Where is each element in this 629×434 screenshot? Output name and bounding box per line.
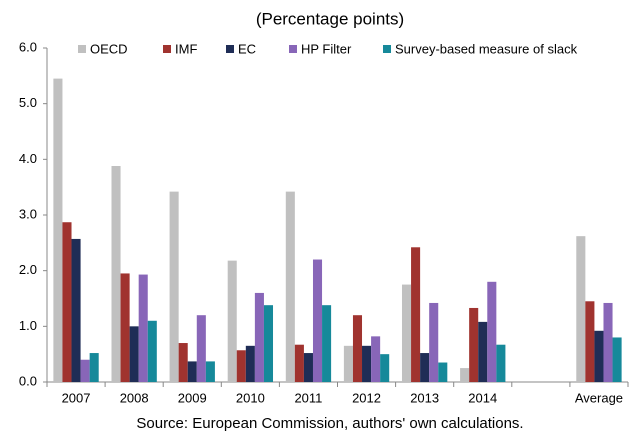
x-tick-label: 2010 [236, 390, 265, 405]
x-tick-label: 2014 [468, 390, 497, 405]
legend-swatch [289, 45, 297, 53]
bar [429, 302, 439, 382]
bar [89, 353, 99, 382]
bar [362, 345, 372, 382]
bar [227, 260, 237, 382]
bar [303, 353, 313, 382]
bar [245, 345, 255, 382]
x-tick-label: 2011 [294, 390, 322, 405]
bar [129, 326, 139, 382]
bar [460, 368, 470, 382]
y-tick-label: 2.0 [19, 262, 37, 277]
y-tick-label: 1.0 [19, 318, 37, 333]
legend-label: EC [238, 41, 256, 56]
legend-swatch [383, 45, 391, 53]
bar [371, 336, 381, 382]
bar [254, 292, 264, 382]
bar [438, 362, 448, 382]
bar [603, 302, 613, 382]
chart-subtitle: (Percentage points) [256, 9, 404, 28]
bar [585, 301, 595, 382]
bar [496, 344, 506, 382]
bar [411, 247, 421, 382]
x-tick-label: 2013 [410, 390, 439, 405]
bar [352, 315, 363, 382]
x-tick-label: 2008 [120, 390, 149, 405]
legend-label: IMF [175, 41, 197, 56]
bar [80, 359, 90, 382]
x-tick-label: 2007 [62, 390, 91, 405]
bar [312, 259, 323, 382]
legend-label: OECD [90, 41, 128, 56]
y-tick-label: 3.0 [19, 206, 37, 221]
y-tick-label: 6.0 [19, 39, 37, 54]
x-tick-label: Average [575, 390, 623, 405]
bar [147, 320, 157, 382]
bar [594, 330, 604, 382]
y-tick-label: 4.0 [19, 151, 37, 166]
bar [62, 222, 72, 382]
bar [263, 305, 274, 382]
bar [236, 350, 246, 382]
bar [294, 344, 304, 382]
y-tick-label: 0.0 [19, 373, 37, 388]
legend-swatch [163, 45, 171, 53]
bar [120, 273, 130, 382]
legend-label: Survey-based measure of slack [395, 41, 578, 56]
bar [343, 345, 353, 382]
bar [401, 284, 412, 382]
bar [322, 305, 332, 382]
bar [71, 238, 81, 382]
bar [285, 191, 295, 382]
bar [487, 281, 497, 382]
bar [469, 307, 479, 382]
legend-swatch [78, 45, 86, 53]
source-note: Source: European Commission, authors' ow… [136, 415, 523, 432]
x-tick-label: 2009 [178, 390, 207, 405]
legend-label: HP Filter [301, 41, 352, 56]
bar [111, 166, 121, 382]
bar [612, 337, 622, 382]
x-tick-label: 2012 [352, 390, 381, 405]
bar [169, 191, 179, 382]
bar [196, 315, 206, 382]
bar [420, 353, 430, 382]
bar [178, 343, 188, 382]
y-tick-label: 5.0 [19, 95, 37, 110]
bar [187, 361, 197, 382]
bar [478, 321, 488, 382]
bar [205, 361, 215, 382]
legend-swatch [226, 45, 234, 53]
bar [53, 78, 63, 382]
bar [380, 354, 390, 382]
bar [576, 236, 586, 382]
bar [138, 274, 148, 382]
